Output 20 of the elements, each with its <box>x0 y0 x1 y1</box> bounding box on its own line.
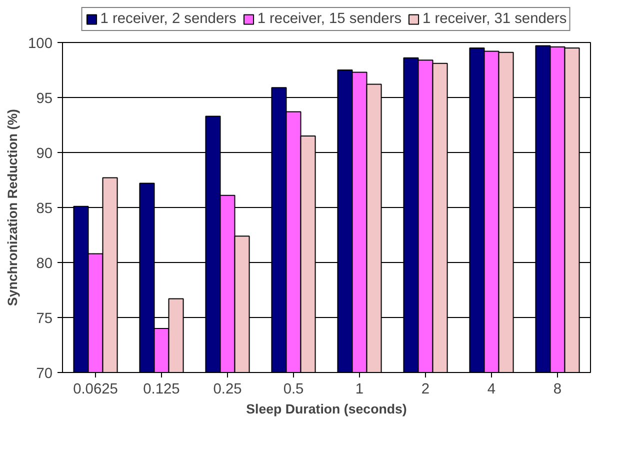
x-tick-label: 2 <box>421 382 430 398</box>
y-tick-label: 80 <box>36 256 53 272</box>
x-tick-label: 0.5 <box>283 382 304 398</box>
x-axis-title: Sleep Duration (seconds) <box>246 402 407 416</box>
legend-label: 1 receiver, 2 senders <box>100 11 236 27</box>
y-tick-label: 75 <box>36 311 53 327</box>
x-tick-label: 0.25 <box>213 382 242 398</box>
x-tick-label: 8 <box>553 382 562 398</box>
x-tick-label: 0.125 <box>143 382 180 398</box>
y-tick-label: 85 <box>36 201 53 217</box>
x-tick-label: 0.0625 <box>73 382 118 398</box>
y-axis-title: Synchronization Reduction (%) <box>5 109 20 306</box>
y-tick-label: 100 <box>28 36 53 52</box>
y-tick-label: 90 <box>36 146 53 162</box>
y-tick-label: 95 <box>36 91 53 107</box>
y-tick-label: 70 <box>36 366 53 382</box>
legend-label: 1 receiver, 15 senders <box>257 11 402 27</box>
x-tick-label: 1 <box>355 382 364 398</box>
legend-label: 1 receiver, 31 senders <box>422 11 567 27</box>
x-tick-label: 4 <box>487 382 496 398</box>
